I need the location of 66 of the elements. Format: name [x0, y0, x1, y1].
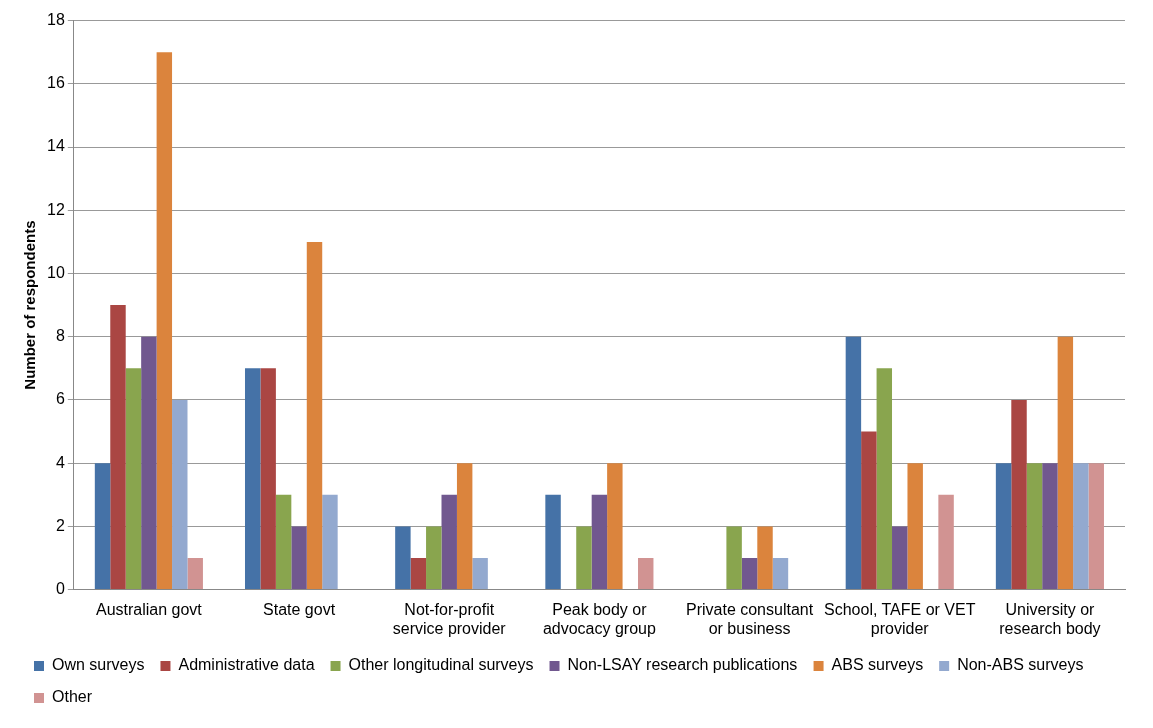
bar — [845, 336, 862, 590]
bar — [172, 399, 188, 590]
bar — [726, 526, 742, 590]
bar — [187, 557, 203, 590]
bar — [545, 494, 561, 590]
bar — [741, 557, 758, 590]
legend-label: Own surveys — [52, 656, 145, 674]
x-tick-label: Private consultant or business — [685, 600, 814, 637]
y-tick-label: 16 — [47, 74, 65, 92]
bar — [141, 336, 157, 590]
x-tick-label: Not-for-profit service provider — [392, 600, 507, 637]
bar — [1073, 463, 1089, 590]
y-tick-label: 6 — [55, 390, 65, 408]
bar — [576, 526, 592, 590]
bar — [125, 368, 142, 590]
bar — [260, 368, 276, 590]
bar — [156, 52, 173, 590]
bar — [1088, 463, 1104, 590]
y-tick-label: 14 — [47, 137, 65, 155]
bar — [410, 557, 427, 590]
y-tick-label: 8 — [55, 327, 65, 345]
legend-label: Non-LSAY research publications — [567, 656, 798, 674]
x-tick-label: State govt — [263, 600, 336, 618]
bar — [275, 494, 292, 590]
bar — [1026, 463, 1043, 590]
legend-label: Administrative data — [178, 656, 315, 674]
x-tick-label: Australian govt — [95, 600, 203, 618]
legend-label: Non-ABS surveys — [957, 656, 1084, 674]
y-tick-label: 2 — [55, 516, 65, 534]
y-tick-label: 4 — [55, 453, 65, 471]
legend-label: Other longitudinal surveys — [348, 656, 534, 674]
bar — [757, 526, 773, 590]
y-tick-label: 0 — [55, 580, 65, 598]
bar — [426, 526, 442, 590]
legend-label: Other — [52, 688, 93, 706]
x-tick-label: School, TAFE or VET provider — [824, 600, 976, 637]
y-axis-title: Number of respondents — [21, 220, 39, 390]
bar — [907, 463, 923, 590]
bar — [1042, 463, 1058, 590]
x-tick-label: University or research body — [999, 600, 1101, 637]
legend-label: ABS surveys — [831, 656, 924, 674]
bar — [591, 494, 608, 590]
bar — [938, 494, 954, 590]
bar — [441, 494, 457, 590]
bar — [94, 463, 111, 590]
bar — [306, 241, 323, 590]
bar — [395, 526, 411, 590]
x-tick-label: Peak body or advocacy group — [542, 600, 656, 637]
bar — [110, 305, 126, 590]
bar — [861, 431, 877, 590]
bar — [772, 557, 789, 590]
bar — [1057, 336, 1074, 590]
y-tick-label: 18 — [47, 11, 65, 29]
bar — [1011, 399, 1027, 590]
bar — [322, 494, 338, 590]
bar — [472, 557, 488, 590]
bar — [607, 463, 623, 590]
bar — [291, 526, 307, 590]
y-tick-label: 10 — [47, 263, 65, 281]
bar — [876, 368, 893, 590]
y-tick-label: 12 — [47, 200, 65, 218]
bar — [638, 557, 654, 590]
bar — [892, 526, 908, 590]
bar — [456, 463, 473, 590]
bar — [244, 368, 261, 590]
bar — [995, 463, 1012, 590]
